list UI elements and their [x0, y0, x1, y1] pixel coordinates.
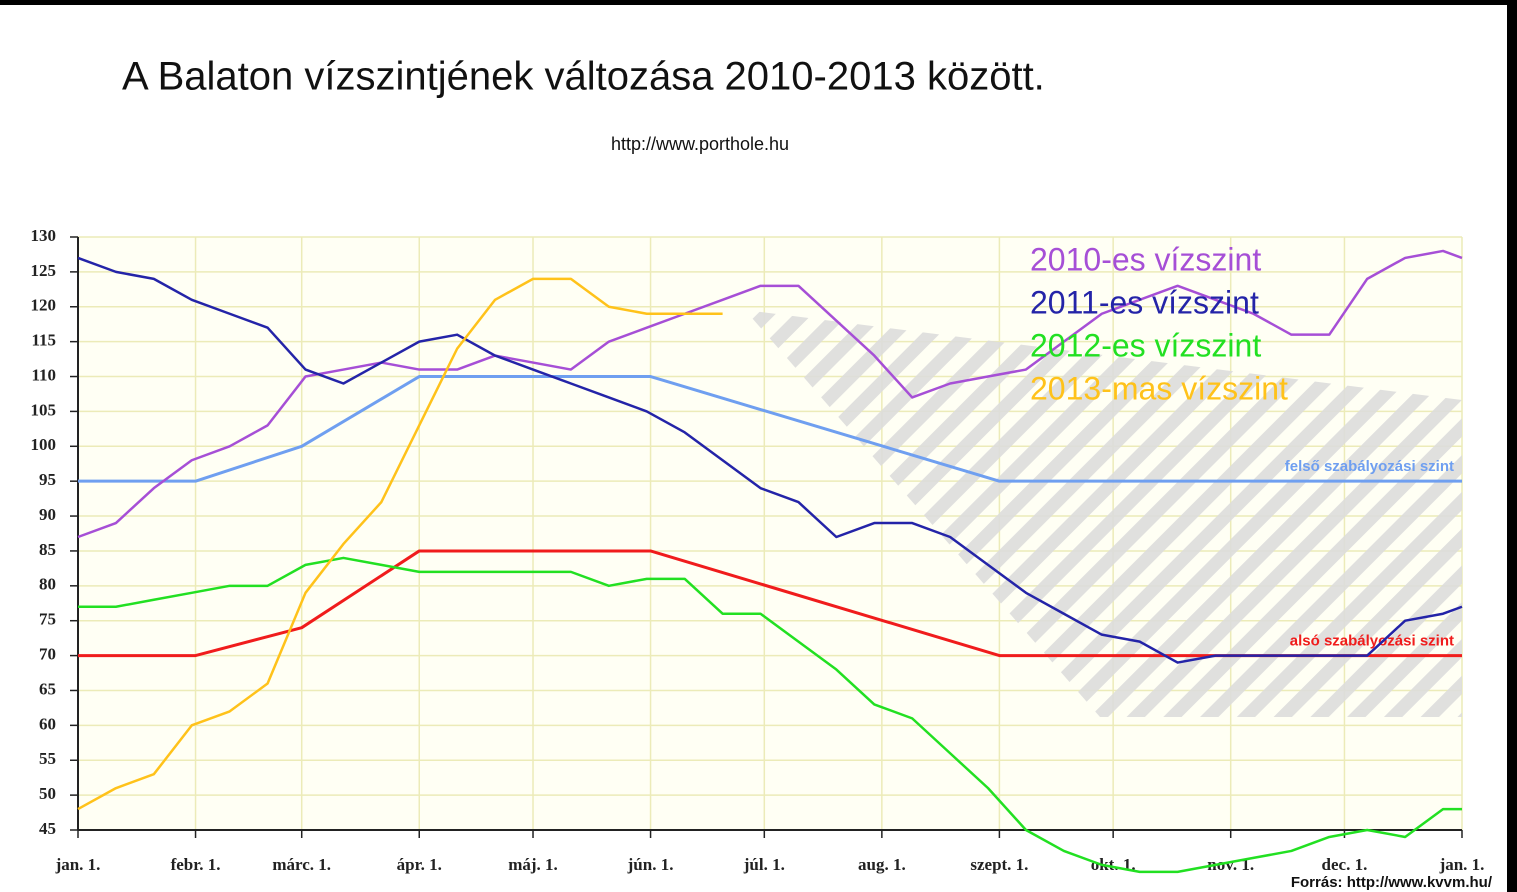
x-tick-label: szept. 1.	[970, 855, 1028, 874]
y-tick-label: 80	[39, 575, 56, 594]
y-tick-label: 100	[31, 435, 57, 454]
y-tick-label: 75	[39, 610, 56, 629]
legend-entry: 2012-es vízszint	[1030, 327, 1261, 363]
hatched-area	[745, 310, 1462, 717]
reference-line	[78, 549, 1462, 658]
chart-title: A Balaton vízszintjének változása 2010-2…	[122, 55, 1045, 99]
x-tick-label: dec. 1.	[1322, 855, 1368, 874]
line-series	[77, 277, 723, 811]
y-tick-label: 115	[31, 331, 56, 350]
chart-subtitle: http://www.porthole.hu	[611, 134, 789, 154]
y-tick-label: 45	[39, 819, 56, 838]
y-tick-label: 85	[39, 540, 56, 559]
line-series	[78, 556, 1462, 874]
reference-label: felső szabályozási szint	[1285, 458, 1454, 475]
y-tick-label: 55	[39, 749, 56, 768]
reference-line	[78, 375, 1462, 483]
line-series	[77, 249, 1463, 539]
x-tick-label: máj. 1.	[508, 855, 558, 874]
y-tick-label: 125	[31, 261, 57, 280]
y-tick-label: 95	[39, 470, 56, 489]
legend-entry: 2010-es vízszint	[1030, 241, 1261, 277]
source: Forrás: http://www.kvvm.hu/	[1291, 874, 1493, 891]
y-tick-label: 60	[39, 714, 56, 733]
y-tick-label: 70	[39, 644, 56, 663]
y-tick-label: 120	[31, 296, 57, 315]
page: A Balaton vízszintjének változása 2010-2…	[0, 5, 1507, 892]
x-tick-label: jún. 1.	[627, 855, 674, 874]
chart: A Balaton vízszintjének változása 2010-2…	[31, 55, 1493, 891]
y-tick-label: 65	[39, 679, 56, 698]
x-tick-label: márc. 1.	[272, 855, 331, 874]
legend-entry: 2013-mas vízszint	[1030, 370, 1288, 406]
y-tick-label: 110	[31, 365, 56, 384]
legend-entry: 2011-es vízszint	[1030, 284, 1259, 320]
x-tick-label: jan. 1.	[1439, 855, 1485, 874]
reference-label: alsó szabályozási szint	[1290, 633, 1454, 650]
y-tick-label: 130	[31, 226, 57, 245]
x-tick-label: jan. 1.	[55, 855, 101, 874]
y-tick-label: 50	[39, 784, 56, 803]
x-tick-label: febr. 1.	[171, 855, 221, 874]
x-tick-label: aug. 1.	[858, 855, 906, 874]
y-tick-label: 90	[39, 505, 56, 524]
line-series	[77, 256, 1463, 664]
x-tick-label: júl. 1.	[743, 855, 785, 874]
y-tick-label: 105	[31, 400, 57, 419]
x-tick-label: ápr. 1.	[397, 855, 442, 874]
